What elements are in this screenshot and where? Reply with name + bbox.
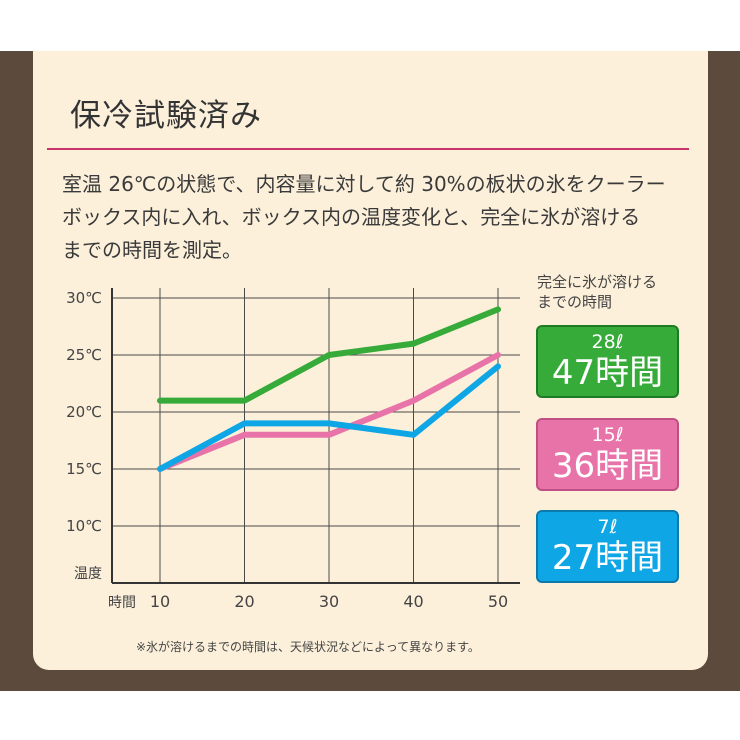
result-box-15l: 15ℓ 36時間 — [536, 418, 679, 491]
result-box-7l: 7ℓ 27時間 — [536, 510, 679, 583]
x-tick-label: 20 — [234, 592, 254, 611]
y-tick-label: 25℃ — [66, 346, 102, 364]
y-tick-label: 30℃ — [66, 289, 102, 307]
melt-time: 47時間 — [551, 353, 664, 393]
legend-header-line: までの時間 — [537, 293, 613, 311]
x-tick-label: 40 — [403, 592, 423, 611]
capacity-label: 15ℓ — [591, 424, 624, 446]
page-title: 保冷試験済み — [70, 98, 262, 134]
series-line-15ℓ — [157, 352, 501, 472]
series-line-28ℓ — [157, 306, 501, 404]
description-line: 室温 26℃の状態で、内容量に対して約 30%の板状の氷をクーラー — [62, 172, 666, 196]
footnote: ※氷が溶けるまでの時間は、天候状況などによって異なります。 — [136, 640, 480, 654]
capacity-label: 7ℓ — [597, 516, 618, 538]
x-tick-label: 10 — [150, 592, 170, 611]
title-divider — [47, 148, 689, 150]
y-tick-label: 15℃ — [66, 460, 102, 478]
y-tick-label: 20℃ — [66, 403, 102, 421]
x-axis-label: 時間 — [108, 595, 136, 611]
capacity-label: 28ℓ — [591, 331, 624, 353]
melt-time: 27時間 — [551, 538, 664, 578]
melt-time: 36時間 — [551, 446, 664, 486]
description-line: までの時間を測定。 — [62, 238, 242, 262]
series-line-7ℓ — [157, 363, 501, 472]
x-tick-label: 30 — [319, 592, 339, 611]
y-axis-label: 温度 — [74, 566, 102, 582]
legend-header: 完全に氷が溶ける までの時間 — [537, 272, 657, 312]
legend-header-line: 完全に氷が溶ける — [537, 273, 658, 291]
result-box-28l: 28ℓ 47時間 — [536, 325, 679, 398]
description-line: ボックス内に入れ、ボックス内の温度変化と、完全に氷が溶ける — [62, 205, 641, 229]
y-tick-label: 10℃ — [66, 517, 102, 535]
description: 室温 26℃の状態で、内容量に対して約 30%の板状の氷をクーラー ボックス内に… — [62, 168, 702, 267]
x-tick-label: 50 — [488, 592, 508, 611]
